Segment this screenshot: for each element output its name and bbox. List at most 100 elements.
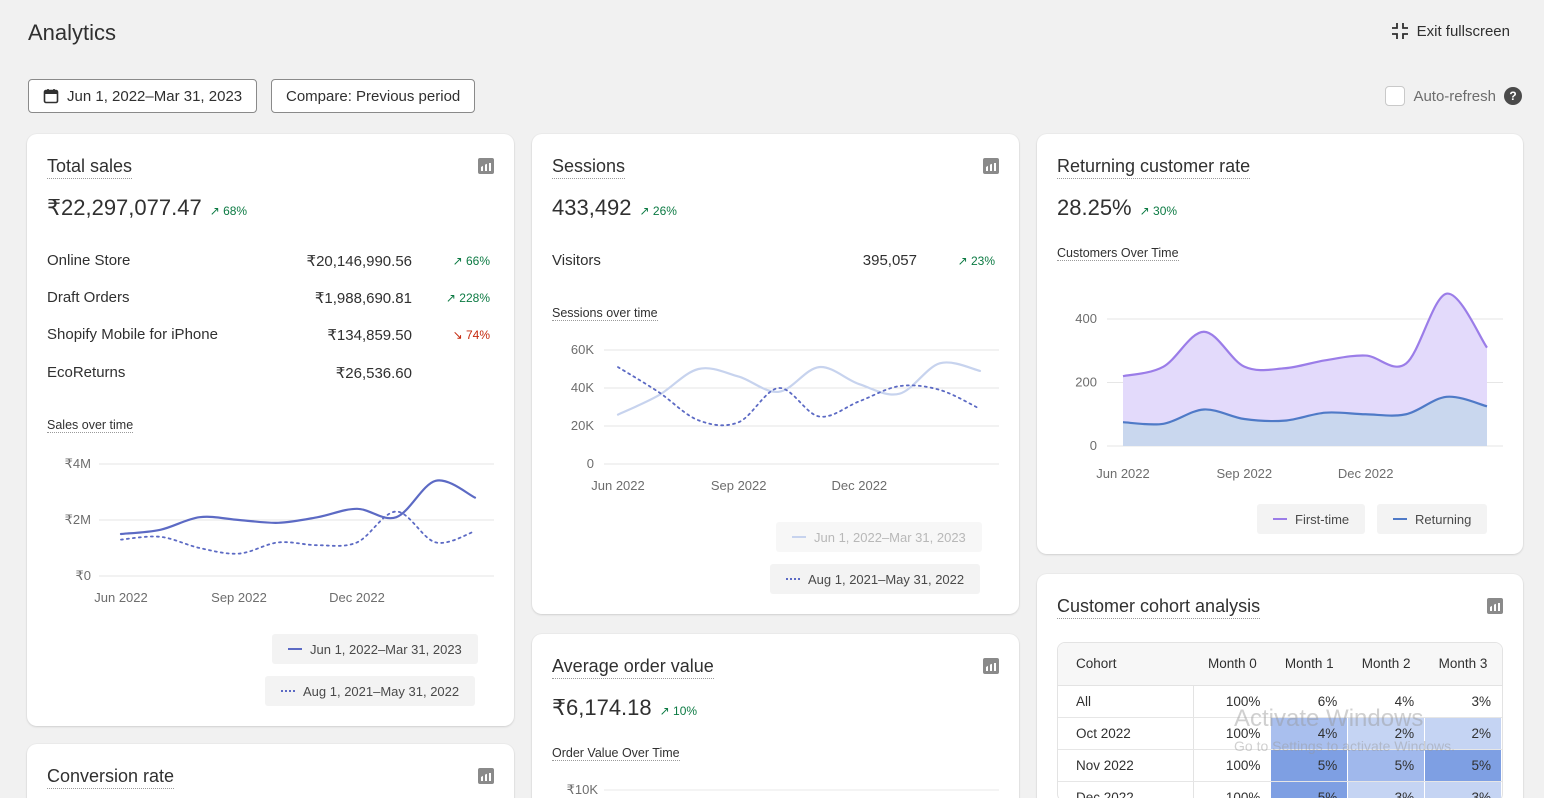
legend-current[interactable]: Jun 1, 2022–Mar 31, 2023 bbox=[776, 522, 982, 552]
bar-chart-icon[interactable] bbox=[478, 768, 494, 784]
bar-chart-icon[interactable] bbox=[478, 158, 494, 174]
y-tick-label: 200 bbox=[1075, 375, 1097, 390]
x-tick-label: Dec 2022 bbox=[832, 478, 888, 493]
breakdown-row: Draft Orders ₹1,988,690.81 ↗ 228% bbox=[47, 289, 490, 307]
sales-over-time-chart: ₹0 ₹2M ₹4M Jun 2022 Sep 2022 Dec 2022 bbox=[65, 456, 494, 605]
legend-line-icon bbox=[792, 536, 806, 538]
breakdown-name: Draft Orders bbox=[47, 289, 130, 306]
total-sales-card: Total sales ₹22,297,077.47 ↗ 68% Online … bbox=[27, 134, 514, 726]
returning-title[interactable]: Returning customer rate bbox=[1057, 156, 1251, 179]
breakdown-amount: ₹20,146,990.56 bbox=[306, 253, 412, 270]
legend-dotted-icon bbox=[786, 578, 800, 580]
visitors-label: Visitors bbox=[552, 252, 601, 269]
breakdown-name: Shopify Mobile for iPhone bbox=[47, 326, 218, 343]
legend-first-time[interactable]: First-time bbox=[1257, 504, 1366, 534]
cohort-cell: All bbox=[1058, 685, 1195, 718]
breakdown-row: EcoReturns ₹26,536.60 bbox=[47, 364, 490, 382]
visitors-delta: ↗ 23% bbox=[957, 254, 995, 268]
legend-line-icon bbox=[1393, 518, 1407, 520]
cohort-row: Nov 2022 100% 5% 5% 5% bbox=[1058, 749, 1502, 782]
compare-label: Compare: Previous period bbox=[286, 87, 461, 105]
average-order-value-card: Average order value ₹6,174.18 ↗ 10% Orde… bbox=[532, 634, 1019, 798]
cohort-cell: 3% bbox=[1424, 781, 1502, 798]
series-line bbox=[1122, 292, 1488, 378]
legend-previous-label: Aug 1, 2021–May 31, 2022 bbox=[303, 683, 460, 699]
breakdown-delta bbox=[412, 364, 490, 382]
aov-amount: ₹6,174.18 bbox=[552, 695, 652, 720]
cohort-row: All 100% 6% 4% 3% bbox=[1058, 685, 1502, 718]
exit-fullscreen-label: Exit fullscreen bbox=[1416, 22, 1510, 40]
cohort-cell: 3% bbox=[1424, 685, 1502, 718]
cohort-row: Oct 2022 100% 4% 2% 2% bbox=[1058, 717, 1502, 750]
legend-previous[interactable]: Aug 1, 2021–May 31, 2022 bbox=[770, 564, 981, 594]
cohort-cell: 100% bbox=[1193, 717, 1272, 750]
x-tick-label: Sep 2022 bbox=[711, 478, 767, 493]
legend-previous[interactable]: Aug 1, 2021–May 31, 2022 bbox=[265, 676, 476, 706]
cohort-cell: 5% bbox=[1424, 749, 1502, 782]
y-tick-label: 0 bbox=[587, 456, 594, 471]
sessions-delta: ↗ 26% bbox=[639, 204, 677, 218]
sessions-amount: 433,492 bbox=[552, 195, 632, 220]
cohort-cell: 3% bbox=[1347, 781, 1426, 798]
breakdown-row: Shopify Mobile for iPhone ₹134,859.50 ↘ … bbox=[47, 326, 490, 344]
auto-refresh-checkbox[interactable] bbox=[1385, 86, 1406, 106]
x-tick-label: Sep 2022 bbox=[211, 590, 267, 605]
y-tick-label: 0 bbox=[1090, 438, 1097, 453]
breakdown-name: EcoReturns bbox=[47, 364, 126, 381]
series-area bbox=[1123, 396, 1487, 446]
windows-watermark: Activate Windows bbox=[1234, 705, 1424, 732]
y-tick-label: 20K bbox=[571, 418, 594, 433]
exit-fullscreen-button[interactable]: Exit fullscreen bbox=[1391, 22, 1510, 40]
compare-button[interactable]: Compare: Previous period bbox=[271, 79, 476, 113]
returning-customer-card: Returning customer rate 28.25% ↗ 30% Cus… bbox=[1037, 134, 1523, 554]
cohort-header: Month 0 bbox=[1193, 643, 1271, 686]
sessions-chart-title[interactable]: Sessions over time bbox=[552, 306, 658, 321]
legend-current[interactable]: Jun 1, 2022–Mar 31, 2023 bbox=[272, 634, 478, 664]
cohort-header: Month 3 bbox=[1424, 643, 1502, 686]
cohort-header: Month 2 bbox=[1347, 643, 1425, 686]
cohort-cell: 4% bbox=[1347, 685, 1426, 718]
auto-refresh: Auto-refresh ? bbox=[1385, 86, 1522, 106]
cohort-analysis-card: Customer cohort analysis Cohort Month 0 … bbox=[1037, 574, 1523, 798]
sessions-title[interactable]: Sessions bbox=[552, 156, 626, 179]
calendar-icon bbox=[43, 89, 59, 104]
breakdown-amount: ₹26,536.60 bbox=[335, 365, 412, 382]
x-tick-label: Jun 2022 bbox=[1096, 466, 1150, 481]
visitors-value: 395,057 bbox=[862, 252, 917, 269]
cohort-cell: 100% bbox=[1193, 781, 1272, 798]
breakdown-name: Online Store bbox=[47, 252, 131, 269]
bar-chart-icon[interactable] bbox=[983, 158, 999, 174]
returning-delta: ↗ 30% bbox=[1139, 204, 1178, 218]
sales-chart-title[interactable]: Sales over time bbox=[47, 418, 134, 433]
legend-returning[interactable]: Returning bbox=[1377, 504, 1488, 534]
breakdown-row: Online Store ₹20,146,990.56 ↗ 66% bbox=[47, 252, 490, 270]
y-tick-label: 60K bbox=[571, 342, 594, 357]
series-line bbox=[120, 510, 476, 555]
cohort-cell: 6% bbox=[1270, 685, 1349, 718]
aov-title[interactable]: Average order value bbox=[552, 656, 714, 679]
cohort-cell: Oct 2022 bbox=[1058, 717, 1195, 750]
bar-chart-icon[interactable] bbox=[983, 658, 999, 674]
returning-value: 28.25% ↗ 30% bbox=[1057, 195, 1177, 221]
y-tick-label: 400 bbox=[1075, 311, 1097, 326]
date-range-button[interactable]: Jun 1, 2022–Mar 31, 2023 bbox=[28, 79, 258, 113]
aov-chart-title[interactable]: Order Value Over Time bbox=[552, 746, 680, 761]
x-tick-label: Dec 2022 bbox=[1338, 466, 1394, 481]
windows-watermark-sub: Go to Settings to activate Windows. bbox=[1234, 738, 1455, 754]
legend-current-label: Jun 1, 2022–Mar 31, 2023 bbox=[814, 529, 966, 545]
aov-chart: ₹10K bbox=[567, 782, 999, 797]
cohort-cell: 5% bbox=[1347, 749, 1426, 782]
help-icon[interactable]: ? bbox=[1504, 87, 1522, 105]
cohort-header: Cohort bbox=[1058, 643, 1194, 686]
total-sales-title[interactable]: Total sales bbox=[47, 156, 133, 179]
customers-chart-title[interactable]: Customers Over Time bbox=[1057, 246, 1179, 261]
bar-chart-icon[interactable] bbox=[1487, 598, 1503, 614]
series-line bbox=[119, 479, 477, 536]
series-line bbox=[617, 366, 981, 427]
cohort-title[interactable]: Customer cohort analysis bbox=[1057, 596, 1261, 619]
conversion-rate-title[interactable]: Conversion rate bbox=[47, 766, 175, 789]
series-line bbox=[616, 361, 982, 416]
legend-line-icon bbox=[288, 648, 302, 650]
legend-current-label: Jun 1, 2022–Mar 31, 2023 bbox=[310, 641, 462, 657]
breakdown-amount: ₹1,988,690.81 bbox=[314, 290, 412, 307]
